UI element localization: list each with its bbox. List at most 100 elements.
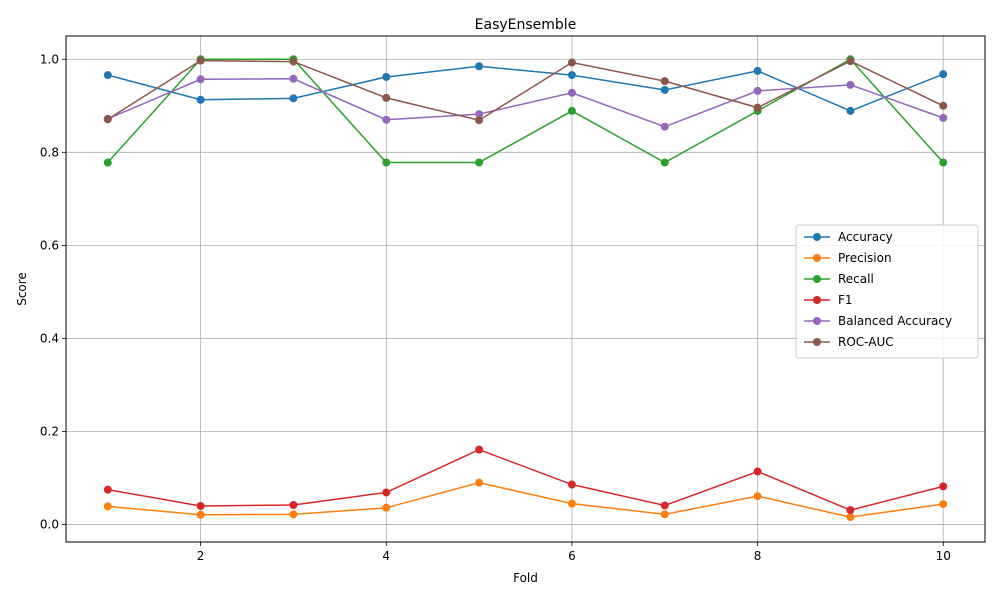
data-point-roc-auc xyxy=(939,101,948,110)
x-tick-label: 8 xyxy=(754,549,762,563)
legend-swatch-marker xyxy=(813,317,821,325)
legend-item: Accuracy xyxy=(804,230,893,244)
data-point-f1 xyxy=(475,445,484,454)
legend-label: F1 xyxy=(838,293,853,307)
data-point-f1 xyxy=(382,488,391,497)
data-point-precision xyxy=(939,500,948,509)
legend-label: Balanced Accuracy xyxy=(838,314,952,328)
legend-swatch-marker xyxy=(813,233,821,241)
x-tick-label: 6 xyxy=(568,549,576,563)
data-point-balanced-accuracy xyxy=(475,110,484,119)
data-point-recall xyxy=(939,158,948,167)
x-tick-label: 4 xyxy=(382,549,390,563)
x-tick-label: 2 xyxy=(197,549,205,563)
data-point-balanced-accuracy xyxy=(196,75,205,84)
data-point-accuracy xyxy=(939,70,948,79)
data-point-roc-auc xyxy=(289,57,298,66)
plot-frame xyxy=(65,35,986,543)
data-point-roc-auc xyxy=(103,115,112,124)
data-point-f1 xyxy=(567,480,576,489)
legend-box xyxy=(795,224,979,359)
data-point-recall xyxy=(475,158,484,167)
y-tick-label: 0.2 xyxy=(40,424,59,438)
data-point-roc-auc xyxy=(846,57,855,66)
legend-item: ROC-AUC xyxy=(804,335,894,349)
data-point-roc-auc xyxy=(567,58,576,67)
data-point-roc-auc xyxy=(660,77,669,86)
series-accuracy xyxy=(103,62,948,115)
series-line-f1 xyxy=(107,448,944,511)
data-point-precision xyxy=(196,510,205,519)
legend-item: Recall xyxy=(804,272,874,286)
data-point-accuracy xyxy=(753,66,762,75)
data-point-accuracy xyxy=(660,85,669,94)
data-point-balanced-accuracy xyxy=(660,122,669,131)
grid xyxy=(66,36,985,542)
y-tick-label: 0.6 xyxy=(40,238,59,252)
axis-ticks: 2 4 6 8 10 0.0 0.2 0.4 0.6 0.8 1.0 xyxy=(40,52,951,563)
data-point-precision xyxy=(567,499,576,508)
data-point-recall xyxy=(103,158,112,167)
y-axis-label: Score xyxy=(15,272,29,306)
series-roc-auc xyxy=(103,56,948,125)
legend-item: F1 xyxy=(804,293,853,307)
legend-swatch-marker xyxy=(813,254,821,262)
x-tick-label: 10 xyxy=(936,549,951,563)
legend-swatch-marker xyxy=(813,275,821,283)
legend-swatch-marker xyxy=(813,296,821,304)
legend-label: Recall xyxy=(838,272,874,286)
data-point-balanced-accuracy xyxy=(753,86,762,95)
x-axis-label: Fold xyxy=(513,571,538,585)
legend-label: Precision xyxy=(838,251,892,265)
data-point-f1 xyxy=(939,482,948,491)
legend-item: Balanced Accuracy xyxy=(804,314,952,328)
series-precision xyxy=(103,478,948,522)
data-point-f1 xyxy=(753,467,762,476)
legend-label: ROC-AUC xyxy=(838,335,894,349)
series-line-balanced-accuracy xyxy=(107,78,944,128)
data-point-f1 xyxy=(846,506,855,515)
data-point-precision xyxy=(846,513,855,522)
data-point-precision xyxy=(289,510,298,519)
legend-label: Accuracy xyxy=(838,230,893,244)
data-point-accuracy xyxy=(289,94,298,103)
data-point-f1 xyxy=(289,501,298,510)
data-point-precision xyxy=(753,492,762,501)
chart-title: EasyEnsemble xyxy=(475,17,577,33)
data-point-f1 xyxy=(103,485,112,494)
y-tick-label: 0.4 xyxy=(40,331,59,345)
series-balanced-accuracy xyxy=(103,74,948,131)
data-point-balanced-accuracy xyxy=(939,113,948,122)
data-point-precision xyxy=(382,503,391,512)
data-point-f1 xyxy=(196,501,205,510)
data-point-roc-auc xyxy=(753,103,762,112)
data-point-accuracy xyxy=(846,106,855,115)
legend: Accuracy Precision Recall F1 Balanced Accura… xyxy=(795,224,979,359)
series-line-precision xyxy=(107,481,944,518)
data-point-roc-auc xyxy=(196,56,205,65)
data-point-recall xyxy=(382,158,391,167)
data-point-accuracy xyxy=(475,62,484,71)
data-point-precision xyxy=(103,502,112,511)
data-point-accuracy xyxy=(103,71,112,80)
data-point-balanced-accuracy xyxy=(567,88,576,97)
data-point-accuracy xyxy=(382,72,391,81)
data-point-f1 xyxy=(660,501,669,510)
data-point-recall xyxy=(567,106,576,115)
data-point-balanced-accuracy xyxy=(382,115,391,124)
legend-item: Precision xyxy=(804,251,892,265)
data-point-recall xyxy=(660,158,669,167)
legend-swatch-marker xyxy=(813,338,821,346)
data-point-accuracy xyxy=(196,95,205,104)
y-tick-label: 1.0 xyxy=(40,52,59,66)
data-point-precision xyxy=(660,510,669,519)
data-point-precision xyxy=(475,478,484,487)
data-point-accuracy xyxy=(567,71,576,80)
series-f1 xyxy=(103,445,948,515)
data-point-balanced-accuracy xyxy=(289,74,298,83)
y-tick-label: 0.0 xyxy=(40,518,59,532)
y-tick-label: 0.8 xyxy=(40,145,59,159)
series-line-roc-auc xyxy=(107,59,944,122)
series-line-accuracy xyxy=(107,65,944,112)
